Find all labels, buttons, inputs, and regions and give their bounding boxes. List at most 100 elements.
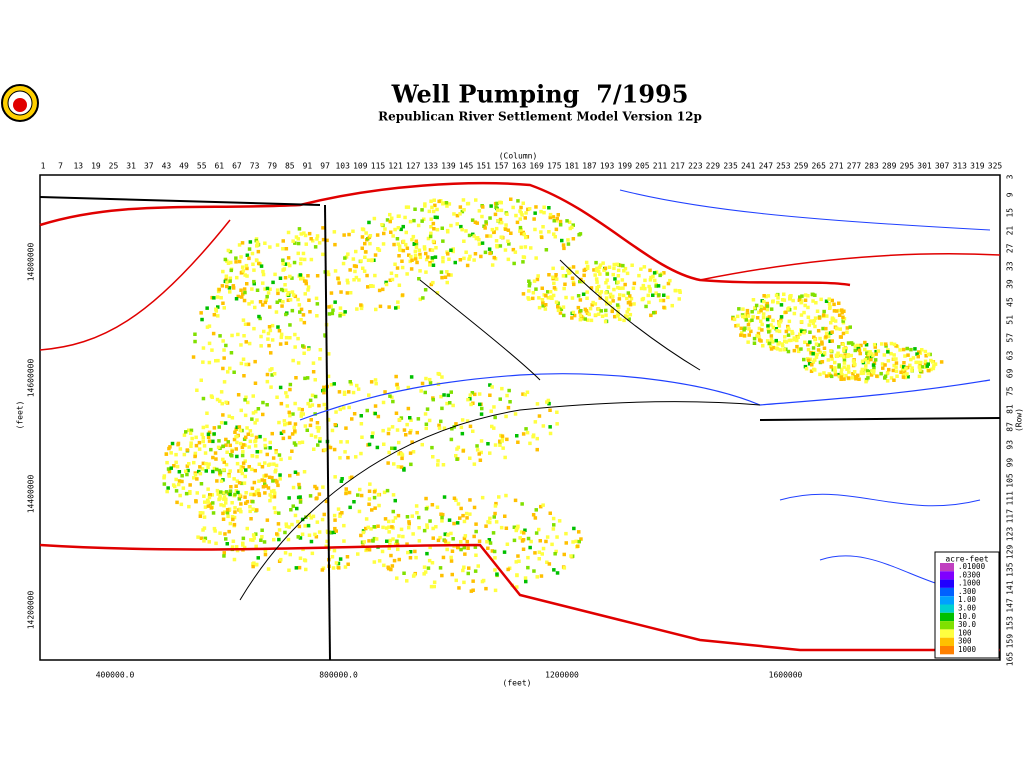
pumping-cell <box>353 269 357 274</box>
pumping-cell <box>327 444 331 448</box>
pumping-cell <box>433 215 438 219</box>
pumping-cell <box>252 492 256 497</box>
pumping-cell <box>842 365 846 369</box>
column-tick-label: 175 <box>547 162 562 171</box>
pumping-cell <box>440 406 444 411</box>
pumping-cell <box>330 555 335 559</box>
pumping-cell <box>218 399 222 403</box>
pumping-cell <box>616 313 620 317</box>
pumping-cell <box>367 497 372 501</box>
pumping-cell <box>346 562 350 566</box>
pumping-cell <box>388 394 392 398</box>
pumping-cell <box>542 210 546 215</box>
pumping-cell <box>427 418 432 423</box>
pumping-cell <box>334 529 338 533</box>
pumping-cell <box>242 374 246 378</box>
pumping-cell <box>917 365 922 369</box>
pumping-cell <box>535 575 539 579</box>
pumping-cell <box>468 424 473 429</box>
pumping-cell <box>219 490 223 494</box>
pumping-cell <box>332 548 337 553</box>
pumping-cell <box>825 314 829 318</box>
pumping-cell <box>245 282 249 286</box>
pumping-cell <box>779 303 784 307</box>
pumping-cell <box>216 492 220 496</box>
pumping-cell <box>278 276 283 280</box>
pumping-cell <box>431 221 436 226</box>
pumping-cell <box>593 273 597 277</box>
pumping-cell <box>842 361 847 365</box>
pumping-cell <box>211 501 215 505</box>
pumping-cell <box>365 273 369 278</box>
pumping-cell <box>306 401 310 406</box>
pumping-cell <box>425 525 429 530</box>
pumping-cell <box>872 342 877 347</box>
pumping-cell <box>315 302 320 306</box>
pumping-cell <box>833 319 838 323</box>
pumping-cell <box>201 346 206 350</box>
pumping-cell <box>475 444 479 448</box>
pumping-cell <box>540 235 544 240</box>
pumping-cell <box>917 350 921 354</box>
pumping-cell <box>420 219 424 223</box>
pumping-cell <box>467 257 471 261</box>
pumping-cell <box>901 373 906 377</box>
pumping-cell <box>346 281 350 285</box>
pumping-cell <box>220 401 224 406</box>
pumping-cell <box>333 269 338 273</box>
pumping-cell <box>422 528 427 533</box>
pumping-cell <box>803 293 808 297</box>
pumping-cell <box>247 256 251 261</box>
pumping-cell <box>440 275 444 280</box>
pumping-cell <box>464 229 468 233</box>
pumping-cell <box>504 526 509 530</box>
pumping-cell <box>819 297 823 302</box>
pumping-cell <box>439 270 444 274</box>
pumping-cell <box>366 285 370 289</box>
pumping-cell <box>821 353 825 357</box>
pumping-cell <box>239 343 243 347</box>
pumping-cell <box>514 527 519 531</box>
pumping-cell <box>390 277 395 282</box>
pumping-cell <box>839 371 844 375</box>
y-tick-label: 14600000 <box>27 359 36 398</box>
row-tick-label: 3 <box>1006 174 1015 179</box>
pumping-cell <box>233 506 237 510</box>
logo <box>1 84 39 122</box>
pumping-cell <box>762 299 766 304</box>
pumping-cell <box>284 391 288 395</box>
pumping-cell <box>411 234 416 239</box>
pumping-cell <box>830 357 834 361</box>
pumping-cell <box>463 534 468 538</box>
pumping-cell <box>241 465 245 470</box>
pumping-cell <box>330 311 335 316</box>
pumping-cell <box>193 332 197 336</box>
pumping-cell <box>239 502 243 506</box>
pumping-cell <box>441 259 445 264</box>
row-tick-label: 153 <box>1006 616 1015 631</box>
pumping-cell <box>347 405 351 410</box>
pumping-cell <box>242 481 247 485</box>
pumping-cell <box>908 363 912 368</box>
map-feature <box>39 196 1001 421</box>
pumping-cell <box>284 288 288 292</box>
pumping-cell <box>291 504 295 508</box>
pumping-cell <box>428 261 432 265</box>
pumping-cell <box>494 520 499 524</box>
pumping-cell <box>373 253 378 257</box>
pumping-cell <box>251 507 255 511</box>
pumping-cell <box>615 303 620 307</box>
pumping-cell <box>516 440 520 444</box>
pumping-cell <box>426 255 430 259</box>
pumping-cell <box>926 352 931 357</box>
pumping-cell <box>342 233 346 237</box>
pumping-cell <box>367 393 371 397</box>
pumping-cell <box>203 451 208 455</box>
pumping-cell <box>521 292 526 296</box>
pumping-cell <box>544 294 548 298</box>
pumping-cell <box>492 255 496 260</box>
pumping-cell <box>541 503 545 507</box>
pumping-cell <box>187 504 191 509</box>
pumping-cell <box>368 234 373 238</box>
pumping-cell <box>202 444 207 448</box>
